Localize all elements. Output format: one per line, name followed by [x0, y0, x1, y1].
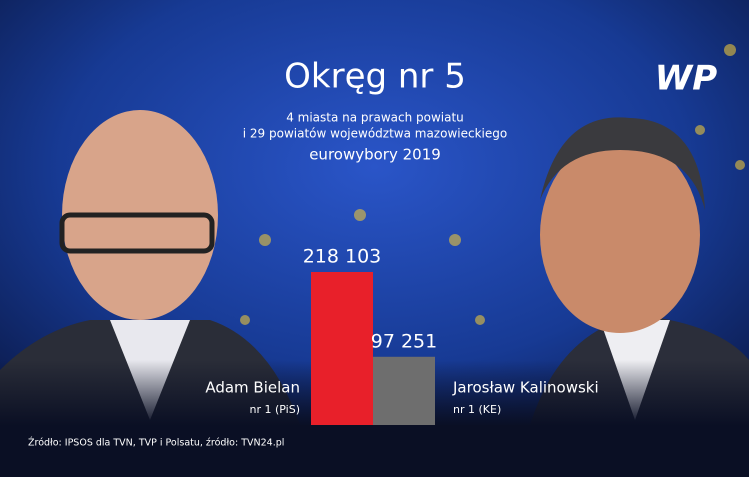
candidate-note: nr 1 (PiS)	[250, 403, 301, 416]
title: Okręg nr 5	[284, 57, 466, 97]
value-label: 218 103	[303, 246, 382, 268]
footer-band	[0, 425, 749, 477]
subtitle: i 29 powiatów województwa mazowieckiego	[243, 127, 507, 141]
logo: WP	[655, 59, 718, 99]
bar	[311, 272, 373, 425]
candidate-name: Jarosław Kalinowski	[452, 379, 599, 397]
eu-stars	[240, 44, 745, 325]
source: Źródło: IPSOS dla TVN, TVP i Polsatu, źr…	[28, 437, 284, 449]
candidate-name: Adam Bielan	[205, 379, 300, 397]
candidate-note: nr 1 (KE)	[453, 403, 501, 416]
bar	[373, 356, 435, 425]
subtitle: 4 miasta na prawach powiatu	[286, 111, 464, 125]
subtitle: eurowybory 2019	[309, 146, 441, 164]
value-label: 97 251	[371, 330, 437, 352]
